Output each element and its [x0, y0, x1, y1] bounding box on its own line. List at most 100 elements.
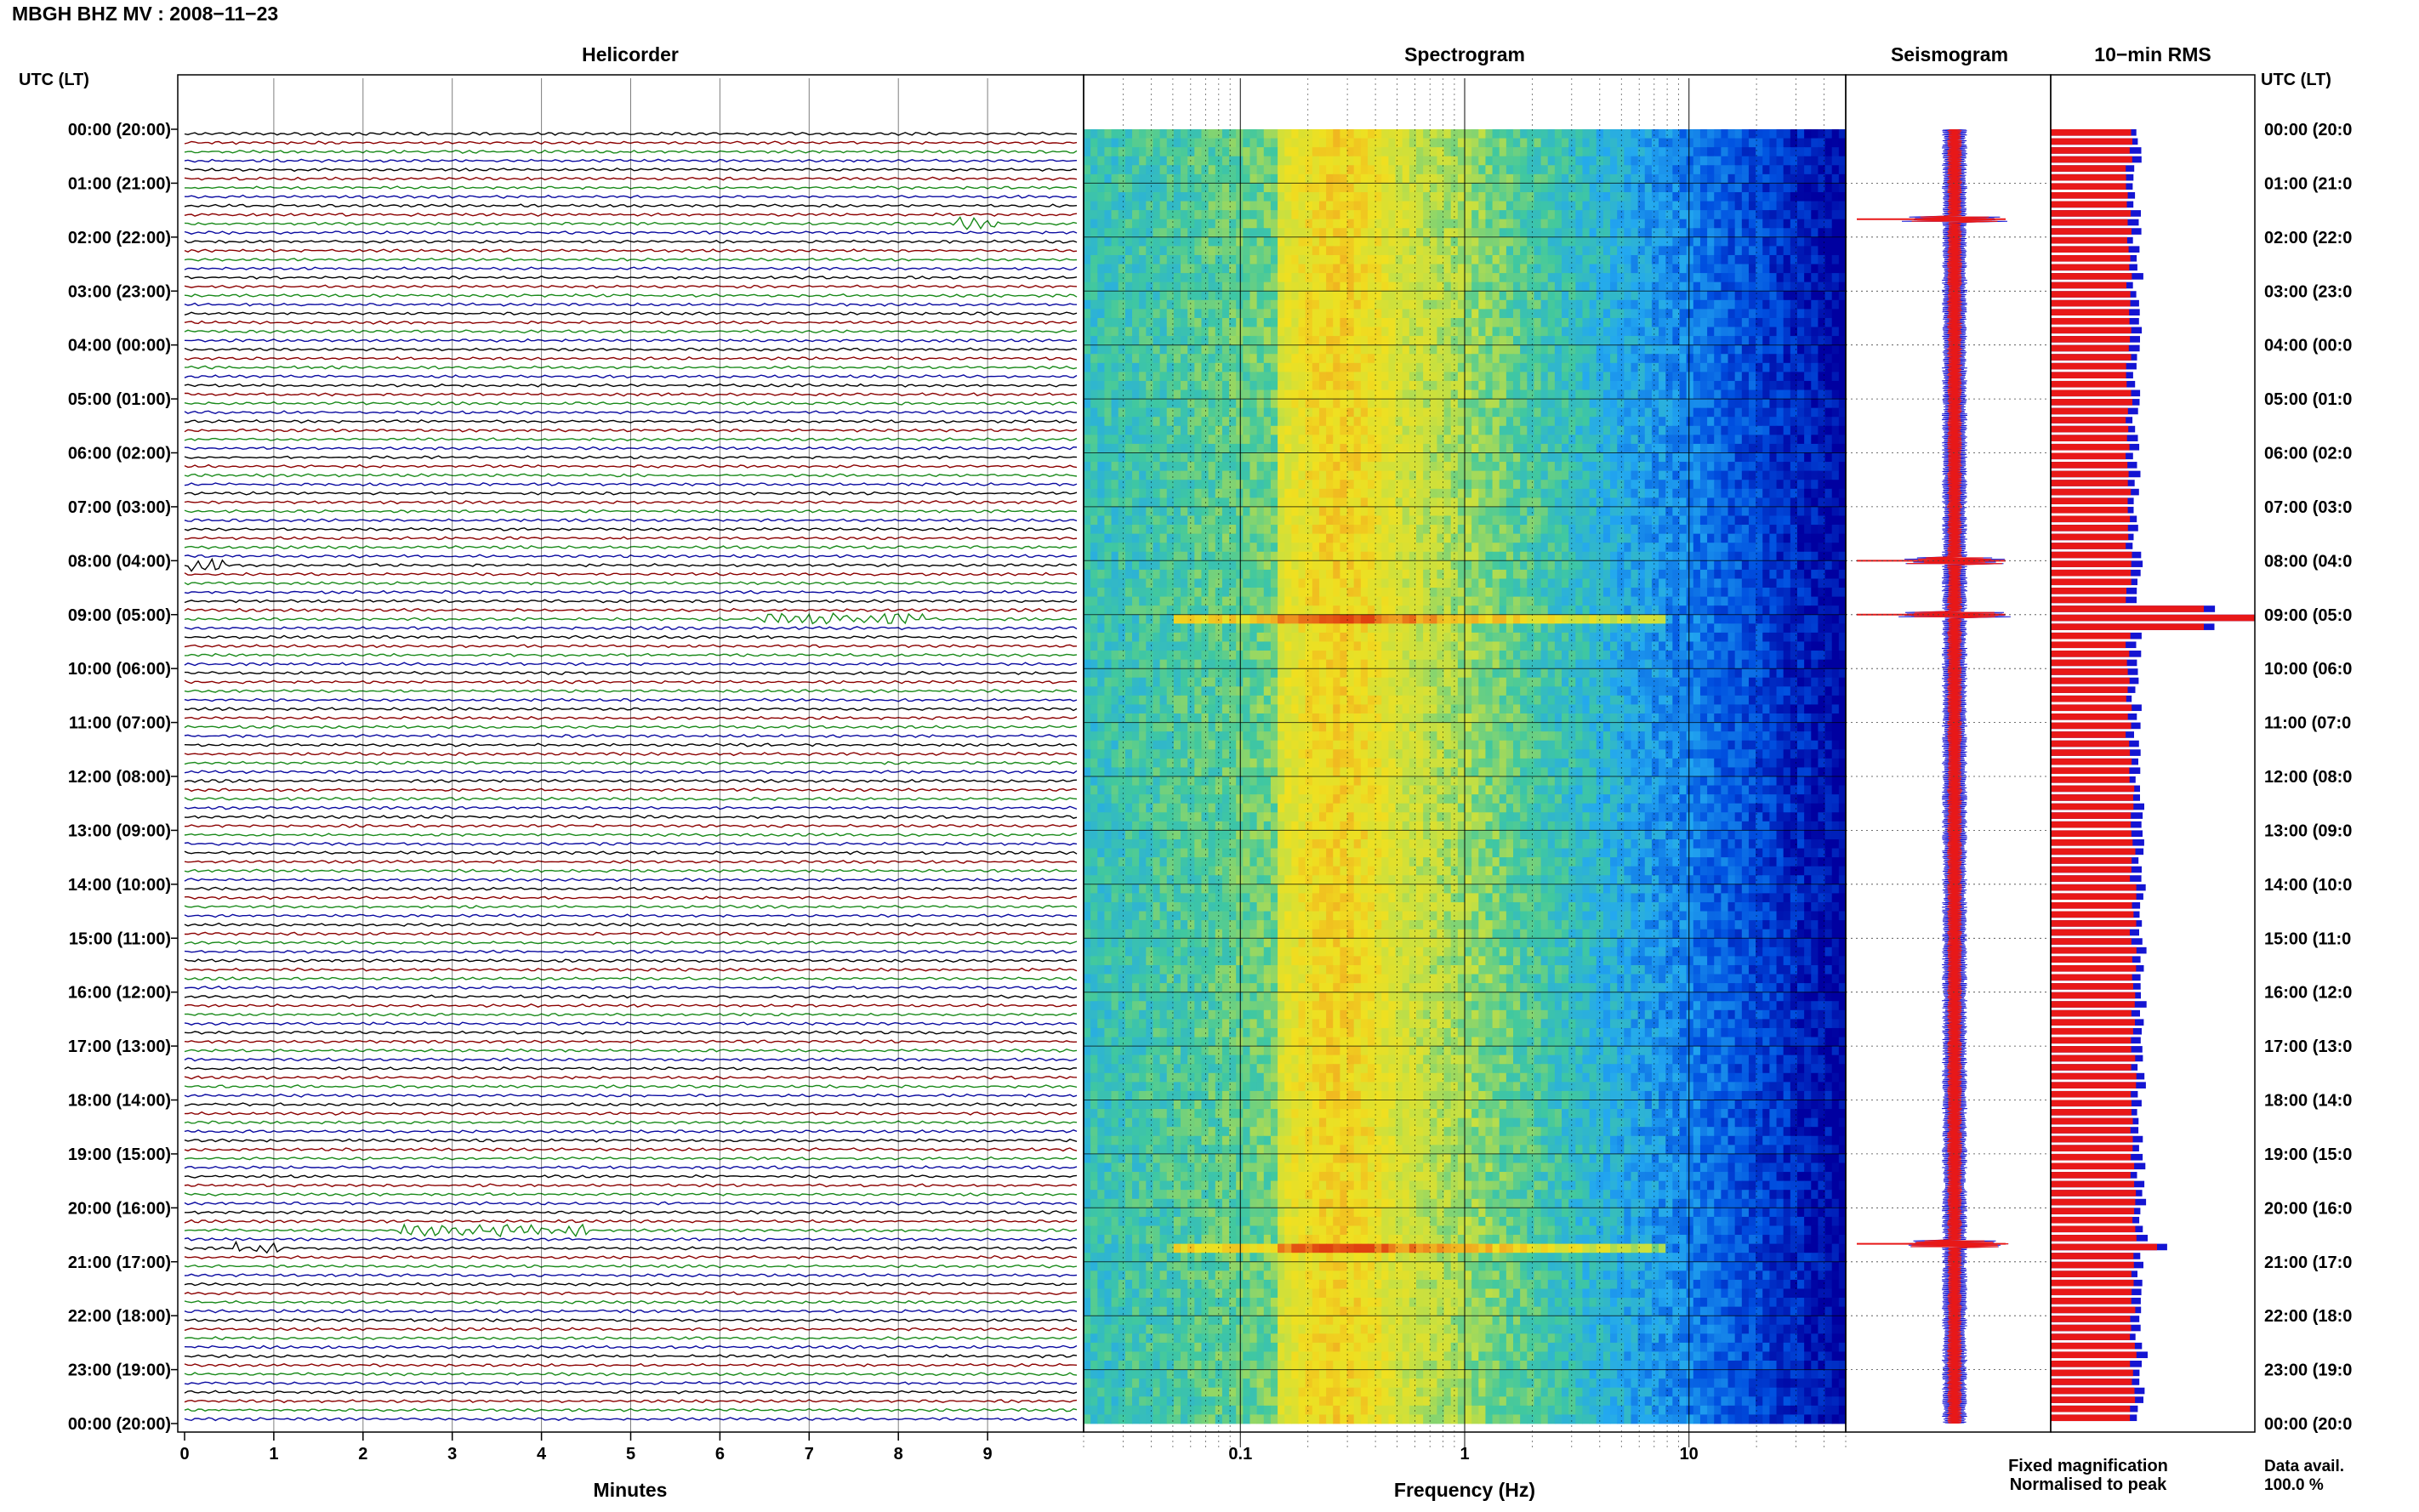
spectrogram-cell	[1243, 480, 1251, 490]
spectrogram-cell	[1450, 399, 1459, 409]
spectrogram-cell	[1388, 515, 1397, 526]
spectrogram-cell	[1104, 389, 1113, 400]
spectrogram-cell	[1367, 317, 1375, 327]
spectrogram-cell	[1776, 435, 1784, 445]
spectrogram-cell	[1776, 254, 1784, 264]
spectrogram-cell	[1741, 210, 1750, 220]
spectrogram-cell	[1139, 156, 1147, 166]
spectrogram-cell	[1811, 183, 1819, 193]
spectrogram-cell	[1153, 309, 1161, 319]
spectrogram-cell	[1610, 129, 1618, 139]
spectrogram-cell	[1409, 309, 1417, 319]
spectrogram-cell	[1104, 129, 1113, 139]
spectrogram-cell	[1804, 525, 1812, 535]
spectrogram-cell	[1090, 425, 1098, 435]
spectrogram-cell	[1318, 147, 1327, 157]
spectrogram-cell	[1326, 336, 1334, 346]
spectrogram-cell	[1831, 525, 1840, 535]
spectrogram-cell	[1783, 362, 1791, 372]
spectrogram-cell	[1699, 219, 1708, 229]
spectrogram-cell	[1540, 191, 1549, 202]
spectrogram-cell	[1465, 147, 1472, 157]
spectrogram-cell	[1201, 533, 1210, 543]
spectrogram-cell	[1471, 138, 1479, 148]
spectrogram-cell	[1153, 435, 1161, 445]
spectrogram-cell	[1686, 327, 1694, 337]
spectrogram-cell	[1457, 281, 1466, 292]
spectrogram-cell	[1166, 129, 1175, 139]
spectrogram-cell	[1714, 236, 1722, 247]
spectrogram-cell	[1534, 515, 1542, 526]
spectrogram-cell	[1631, 147, 1639, 157]
spectrogram-cell	[1333, 254, 1340, 264]
spectrogram-cell	[1665, 156, 1673, 166]
spectrogram-cell	[1353, 344, 1362, 355]
spectrogram-cell	[1132, 425, 1140, 435]
spectrogram-cell	[1146, 399, 1154, 409]
spectrogram-cell	[1187, 462, 1195, 472]
spectrogram-cell	[1465, 210, 1472, 220]
spectrogram-cell	[1118, 417, 1126, 427]
spectrogram-cell	[1423, 417, 1431, 427]
spectrogram-cell	[1124, 354, 1133, 364]
spectrogram-cell	[1651, 281, 1659, 292]
spectrogram-cell	[1415, 372, 1424, 382]
spectrogram-cell	[1769, 417, 1778, 427]
spectrogram-cell	[1762, 443, 1770, 453]
spectrogram-cell	[1693, 443, 1701, 453]
spectrogram-cell	[1776, 281, 1784, 292]
spectrogram-cell	[1173, 173, 1181, 184]
spectrogram-cell	[1166, 372, 1175, 382]
spectrogram-cell	[1610, 147, 1618, 157]
spectrogram-cell	[1215, 173, 1223, 184]
spectrogram-cell	[1824, 165, 1833, 175]
spectrogram-cell	[1831, 452, 1840, 463]
spectrogram-cell	[1457, 354, 1466, 364]
spectrogram-cell	[1090, 281, 1098, 292]
spectrogram-cell	[1562, 291, 1569, 301]
spectrogram-cell	[1637, 156, 1646, 166]
spectrogram-cell	[1492, 399, 1500, 409]
spectrogram-cell	[1790, 470, 1798, 480]
spectrogram-cell	[1824, 156, 1833, 166]
spectrogram-cell	[1215, 399, 1223, 409]
spectrogram-cell	[1097, 417, 1106, 427]
spectrogram-cell	[1665, 138, 1673, 148]
spectrogram-cell	[1443, 138, 1452, 148]
spectrogram-cell	[1215, 443, 1223, 453]
spectrogram-cell	[1194, 497, 1203, 508]
spectrogram-cell	[1651, 156, 1659, 166]
spectrogram-cell	[1243, 273, 1251, 283]
spectrogram-cell	[1360, 435, 1369, 445]
spectrogram-cell	[1624, 191, 1632, 202]
spectrogram-cell	[1727, 309, 1736, 319]
spectrogram-cell	[1790, 327, 1798, 337]
spectrogram-cell	[1499, 362, 1507, 372]
spectrogram-cell	[1838, 165, 1847, 175]
spectrogram-cell	[1208, 435, 1216, 445]
spectrogram-cell	[1783, 435, 1791, 445]
spectrogram-cell	[1256, 372, 1265, 382]
spectrogram-cell	[1381, 264, 1389, 274]
spectrogram-cell	[1679, 219, 1688, 229]
spectrogram-cell	[1090, 201, 1098, 211]
spectrogram-cell	[1824, 425, 1833, 435]
spectrogram-cell	[1644, 372, 1653, 382]
spectrogram-cell	[1270, 462, 1278, 472]
spectrogram-cell	[1811, 228, 1819, 238]
spectrogram-cell	[1679, 191, 1688, 202]
spectrogram-cell	[1388, 327, 1397, 337]
spectrogram-cell	[1263, 417, 1272, 427]
spectrogram-cell	[1381, 389, 1389, 400]
spectrogram-cell	[1229, 470, 1237, 480]
spectrogram-cell	[1159, 380, 1168, 390]
spectrogram-cell	[1699, 488, 1708, 498]
spectrogram-cell	[1263, 488, 1272, 498]
spectrogram-cell	[1326, 236, 1334, 247]
spectrogram-cell	[1707, 443, 1715, 453]
spectrogram-cell	[1838, 191, 1847, 202]
spectrogram-cell	[1672, 452, 1681, 463]
spectrogram-cell	[1651, 246, 1659, 256]
spectrogram-cell	[1409, 480, 1417, 490]
spectrogram-cell	[1291, 201, 1300, 211]
